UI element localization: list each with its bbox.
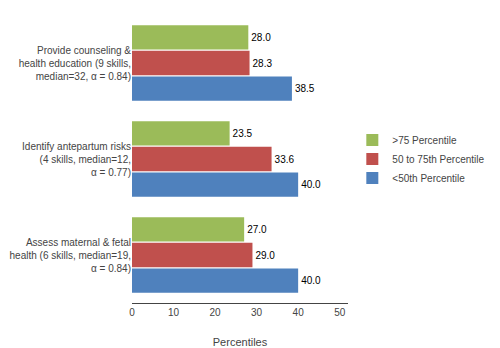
svg-text:33.6: 33.6 — [275, 154, 295, 165]
svg-text:40: 40 — [293, 307, 305, 318]
svg-text:28.0: 28.0 — [251, 32, 271, 43]
svg-text:Assess maternal & fetalhealth: Assess maternal & fetalhealth (6 skills,… — [10, 237, 131, 274]
svg-text:Percentiles: Percentiles — [213, 336, 268, 348]
svg-text:28.3: 28.3 — [253, 58, 273, 69]
svg-text:0: 0 — [129, 307, 135, 318]
svg-text:29.0: 29.0 — [255, 250, 275, 261]
svg-text:<50th Percentile: <50th Percentile — [392, 173, 465, 184]
svg-text:10: 10 — [168, 307, 180, 318]
svg-text:50: 50 — [334, 307, 346, 318]
svg-text:20: 20 — [210, 307, 222, 318]
svg-text:23.5: 23.5 — [233, 128, 253, 139]
svg-text:27.0: 27.0 — [247, 224, 267, 235]
svg-text:40.0: 40.0 — [301, 179, 321, 190]
svg-text:Provide counseling &health edu: Provide counseling &health education (9 … — [19, 45, 132, 82]
svg-text:40.0: 40.0 — [301, 275, 321, 286]
svg-text:Identify antepartum risks(4 sk: Identify antepartum risks(4 skills, medi… — [22, 141, 131, 178]
svg-text:>75 Percentile: >75 Percentile — [392, 135, 457, 146]
svg-text:30: 30 — [251, 307, 263, 318]
svg-text:50 to 75th Percentile: 50 to 75th Percentile — [392, 154, 484, 165]
svg-text:38.5: 38.5 — [295, 83, 315, 94]
